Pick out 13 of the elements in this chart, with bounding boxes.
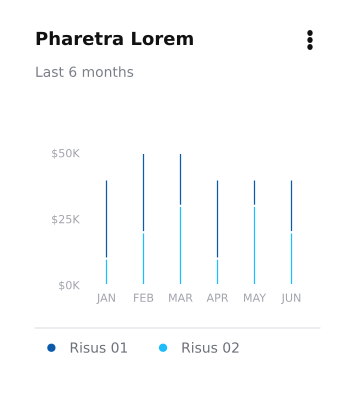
x-tick-label: JAN — [96, 294, 115, 304]
x-tick-label: JUN — [281, 294, 300, 304]
legend-label: Risus 02 — [182, 342, 239, 353]
y-tick-label: $0K — [59, 280, 80, 291]
y-tick-label: $50K — [52, 148, 80, 159]
x-tick-label: APR — [206, 294, 228, 302]
x-tick-label: FEB — [134, 294, 154, 302]
legend-label: Risus 01 — [70, 342, 128, 353]
x-tick-label: MAY — [244, 294, 266, 302]
chart-subtitle: Last 6 months — [36, 66, 134, 78]
x-tick-label: MAR — [169, 294, 193, 302]
y-tick-label: $25K — [52, 214, 80, 225]
chart-title: Pharetra Lorem — [36, 31, 193, 46]
